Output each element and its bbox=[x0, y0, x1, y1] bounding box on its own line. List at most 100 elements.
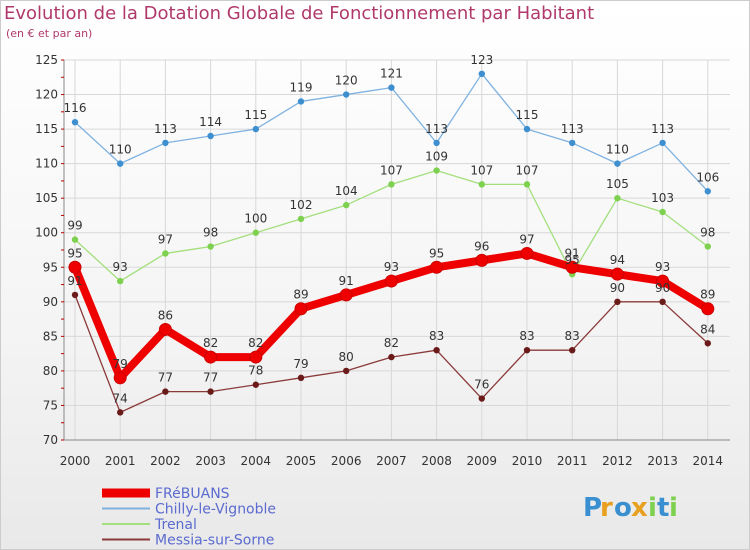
data-point bbox=[433, 139, 440, 147]
data-point bbox=[520, 246, 534, 260]
data-label: 91 bbox=[339, 274, 354, 288]
data-label: 115 bbox=[244, 108, 267, 122]
logo-letter: t bbox=[657, 493, 669, 523]
data-point bbox=[478, 70, 485, 78]
data-point bbox=[297, 374, 305, 382]
data-label: 78 bbox=[248, 364, 263, 378]
data-label: 113 bbox=[154, 122, 177, 136]
y-tick-label: 110 bbox=[35, 157, 58, 171]
legend-label: Trenal bbox=[154, 517, 197, 533]
data-point bbox=[117, 409, 124, 416]
data-point bbox=[204, 350, 218, 364]
data-label: 93 bbox=[384, 260, 399, 274]
data-label: 121 bbox=[380, 67, 403, 81]
data-label: 79 bbox=[293, 357, 308, 371]
data-label: 113 bbox=[425, 122, 448, 136]
x-tick-label: 2011 bbox=[557, 454, 588, 468]
data-label: 91 bbox=[565, 246, 580, 260]
x-tick-label: 2004 bbox=[241, 454, 272, 468]
data-point bbox=[158, 322, 172, 336]
y-tick-label: 120 bbox=[35, 88, 58, 102]
data-label: 89 bbox=[293, 288, 308, 302]
data-label: 77 bbox=[203, 371, 218, 385]
x-tick-label: 2014 bbox=[693, 454, 724, 468]
y-tick-label: 85 bbox=[43, 329, 58, 343]
data-label: 109 bbox=[425, 150, 448, 164]
data-point bbox=[610, 267, 624, 281]
x-tick-label: 2000 bbox=[60, 454, 91, 468]
data-point bbox=[343, 367, 350, 375]
data-label: 90 bbox=[610, 281, 625, 295]
data-label: 83 bbox=[519, 329, 534, 343]
data-label: 95 bbox=[565, 253, 580, 267]
data-point bbox=[614, 298, 621, 306]
data-label: 123 bbox=[470, 53, 493, 67]
x-tick-label: 2002 bbox=[150, 454, 181, 468]
data-point bbox=[68, 260, 82, 274]
data-label: 90 bbox=[655, 281, 670, 295]
proxiti-logo: Pr o x i t i bbox=[583, 493, 678, 523]
data-label: 83 bbox=[429, 329, 444, 343]
data-point bbox=[113, 371, 127, 385]
data-label: 107 bbox=[380, 163, 403, 177]
data-point bbox=[523, 181, 531, 188]
data-label: 120 bbox=[335, 74, 358, 88]
data-point bbox=[659, 298, 666, 306]
legend-label: Messia-sur-Sorne bbox=[155, 533, 274, 549]
data-label: 97 bbox=[158, 232, 173, 246]
y-tick-label: 75 bbox=[43, 398, 58, 412]
data-label: 104 bbox=[335, 184, 358, 198]
axes: 70 75 80 85 90 95 100 105 110 115 120 125 2000 2001 20… bbox=[35, 53, 730, 468]
data-label: 83 bbox=[565, 329, 580, 343]
x-tick-label: 2006 bbox=[331, 454, 362, 468]
x-tick-label: 2009 bbox=[467, 454, 498, 468]
data-label: 95 bbox=[429, 246, 444, 260]
data-point bbox=[294, 302, 308, 316]
series-fr-buans bbox=[68, 246, 715, 385]
data-label: 116 bbox=[64, 101, 87, 115]
x-tick-label: 2008 bbox=[421, 454, 452, 468]
data-label: 110 bbox=[606, 143, 629, 157]
y-tick-label: 100 bbox=[35, 226, 58, 240]
data-label: 76 bbox=[474, 378, 489, 392]
data-point bbox=[433, 346, 440, 354]
data-point bbox=[565, 260, 579, 274]
data-label: 93 bbox=[113, 260, 128, 274]
data-point bbox=[343, 91, 350, 98]
data-label: 94 bbox=[610, 253, 625, 267]
data-point bbox=[384, 274, 398, 288]
data-label: 106 bbox=[696, 170, 719, 184]
series-layer bbox=[68, 70, 715, 416]
data-label: 103 bbox=[651, 191, 674, 205]
data-point bbox=[252, 125, 259, 133]
data-label: 80 bbox=[339, 350, 354, 364]
data-label: 79 bbox=[113, 357, 128, 371]
data-point bbox=[207, 132, 214, 140]
logo-letter: o bbox=[614, 493, 632, 523]
data-label: 93 bbox=[655, 260, 670, 274]
data-point bbox=[343, 201, 350, 209]
x-tick-label: 2010 bbox=[512, 454, 543, 468]
data-label: 91 bbox=[67, 274, 82, 288]
data-point bbox=[339, 288, 353, 302]
data-label: 107 bbox=[516, 163, 539, 177]
chart-title: Evolution de la Dotation Globale de Fonc… bbox=[4, 3, 595, 24]
y-tick-label: 105 bbox=[35, 191, 58, 205]
y-tick-label: 115 bbox=[35, 122, 58, 136]
data-point bbox=[71, 236, 79, 243]
y-tick-label: 80 bbox=[43, 364, 58, 378]
value-labels: 116 110 113 114 115 119 120 121 113 123 115 113 110 1… bbox=[64, 53, 720, 406]
data-label: 95 bbox=[67, 246, 82, 260]
data-label: 107 bbox=[470, 163, 493, 177]
data-point bbox=[252, 229, 259, 236]
data-point bbox=[252, 381, 259, 388]
data-point bbox=[71, 291, 79, 299]
data-point bbox=[297, 98, 305, 105]
data-label: 113 bbox=[561, 122, 584, 136]
data-point bbox=[117, 277, 124, 285]
data-label: 98 bbox=[203, 226, 218, 240]
data-label: 89 bbox=[700, 288, 715, 302]
data-point bbox=[430, 260, 444, 274]
data-point bbox=[475, 253, 489, 267]
data-label: 114 bbox=[199, 115, 222, 129]
